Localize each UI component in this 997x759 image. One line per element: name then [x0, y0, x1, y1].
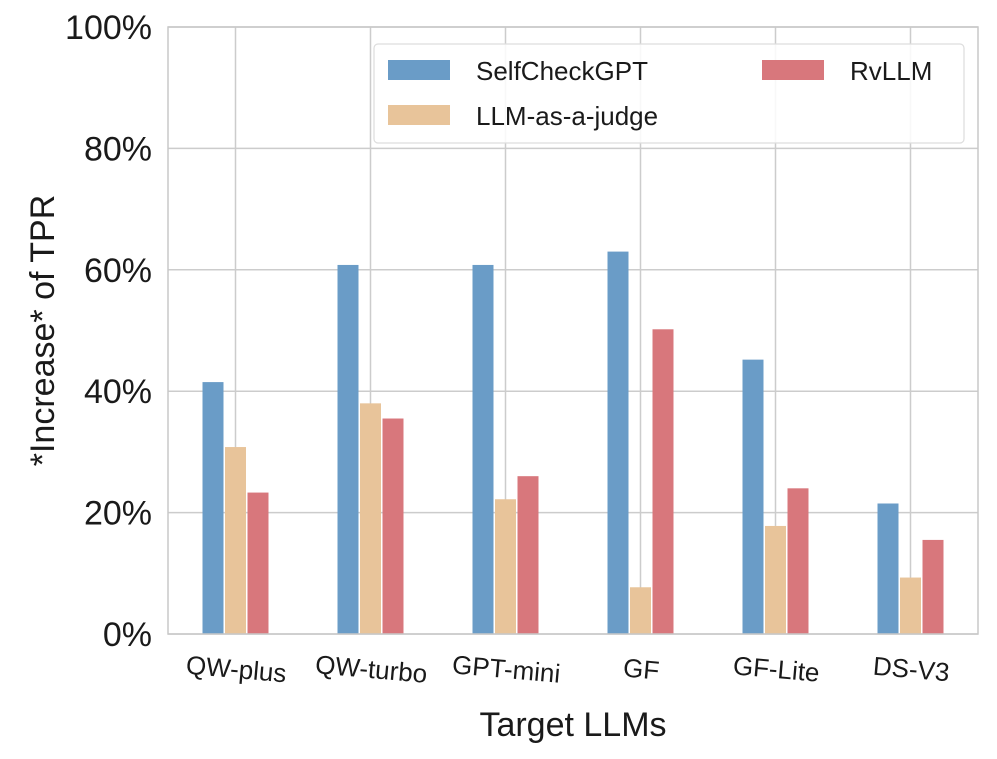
x-tick-labels: QW-plus QW-turbo GPT-mini GF GF-Lite DS-V3 — [185, 649, 951, 689]
bar-selfcheckgpt-gf-lite — [742, 359, 764, 634]
x-tick-label: QW-plus — [185, 650, 288, 689]
legend: SelfCheckGPT LLM-as-a-judge RvLLM — [373, 43, 965, 144]
y-tick-label: 60% — [84, 252, 152, 290]
y-tick-label: 80% — [84, 130, 152, 168]
x-tick-label: GPT-mini — [451, 649, 562, 688]
bar-selfcheckgpt-gf — [607, 251, 629, 634]
bar-rvllm-gf-lite — [787, 488, 809, 634]
x-axis-label: Target LLMs — [479, 706, 666, 744]
y-tick-label: 40% — [84, 373, 152, 411]
bar-rvllm-ds-v3 — [922, 539, 944, 634]
bars — [202, 251, 944, 634]
bar-selfcheckgpt-qw-plus — [202, 382, 224, 634]
y-tick-label: 100% — [65, 9, 152, 47]
bar-llm-as-a-judge-qw-plus — [225, 447, 246, 634]
legend-swatch-selfcheckgpt — [388, 60, 450, 80]
bar-llm-as-a-judge-gpt-mini — [495, 499, 516, 634]
bar-selfcheckgpt-gpt-mini — [472, 264, 494, 634]
bar-rvllm-gf — [652, 329, 674, 634]
y-tick-labels: 0% 20% 40% 60% 80% 100% — [65, 9, 152, 654]
legend-label-llm-as-a-judge: LLM-as-a-judge — [476, 101, 658, 131]
bar-rvllm-qw-plus — [247, 492, 269, 634]
x-tick-label: GF-Lite — [732, 650, 821, 687]
y-tick-label: 20% — [84, 495, 152, 533]
legend-label-selfcheckgpt: SelfCheckGPT — [476, 56, 648, 86]
bar-selfcheckgpt-qw-turbo — [337, 264, 359, 634]
legend-label-rvllm: RvLLM — [850, 56, 932, 86]
legend-swatch-rvllm — [762, 60, 824, 80]
bar-rvllm-gpt-mini — [517, 476, 539, 634]
y-axis-label: *Increase* of TPR — [24, 195, 62, 467]
x-tick-label: DS-V3 — [872, 651, 951, 688]
bar-llm-as-a-judge-gf-lite — [765, 525, 786, 634]
x-tick-label: QW-turbo — [314, 649, 428, 689]
bar-llm-as-a-judge-qw-turbo — [360, 403, 381, 634]
plot-frame — [167, 26, 979, 635]
bar-llm-as-a-judge-ds-v3 — [900, 577, 921, 634]
legend-swatch-llm-as-a-judge — [388, 105, 450, 125]
bar-selfcheckgpt-ds-v3 — [877, 503, 899, 634]
bar-llm-as-a-judge-gf — [630, 587, 651, 634]
x-tick-label: GF — [622, 653, 661, 686]
y-tick-label: 0% — [103, 616, 152, 654]
bar-rvllm-qw-turbo — [382, 418, 404, 634]
